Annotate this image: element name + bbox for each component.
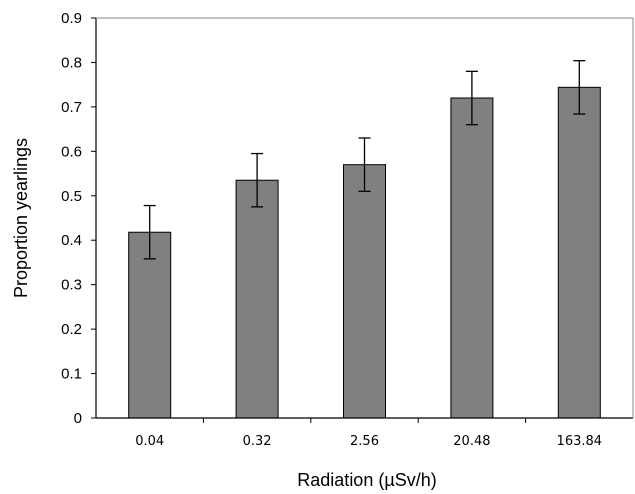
x-tick-label: 0.32 bbox=[243, 434, 272, 449]
bar-0.32 bbox=[235, 179, 279, 419]
error-bars bbox=[143, 60, 586, 260]
bar-0.04 bbox=[128, 231, 172, 419]
y-tick-label: 0.9 bbox=[61, 10, 82, 27]
y-tick-label: 0.8 bbox=[61, 54, 82, 71]
y-axis-title: Proportion yearlings bbox=[11, 138, 31, 298]
bar-2.56 bbox=[343, 164, 386, 419]
x-tick-label: 0.04 bbox=[135, 434, 164, 449]
x-tick-label: 2.56 bbox=[350, 434, 379, 449]
y-tick-label: 0.5 bbox=[61, 188, 82, 205]
x-axis-title: Radiation (µSv/h) bbox=[297, 470, 436, 490]
y-tick-label: 0 bbox=[74, 410, 82, 427]
y-tick-label: 0.3 bbox=[61, 277, 82, 294]
axes bbox=[95, 17, 634, 419]
y-tick-label: 0.4 bbox=[61, 232, 82, 249]
bar-20.48 bbox=[450, 97, 494, 419]
x-tick-label: 163.84 bbox=[557, 434, 603, 449]
y-tick-label: 0.6 bbox=[61, 143, 82, 160]
y-tick-label: 0.2 bbox=[61, 321, 82, 338]
y-tick-label: 0.1 bbox=[61, 366, 82, 383]
x-tick-label: 20.48 bbox=[453, 434, 490, 449]
y-axis-ticks: 0 0.1 0.2 0.3 0.4 0.5 0.6 0.7 0.8 0.9 bbox=[61, 10, 96, 427]
y-tick-label: 0.7 bbox=[61, 99, 82, 116]
error-bar-0.04 bbox=[143, 204, 156, 260]
error-bar-0.32 bbox=[251, 152, 264, 208]
x-axis-ticks: 0.04 0.32 2.56 20.48 163.84 bbox=[135, 418, 602, 449]
error-bar-20.48 bbox=[465, 70, 478, 126]
error-bar-2.56 bbox=[358, 137, 371, 192]
error-bar-163.84 bbox=[573, 60, 586, 115]
bars bbox=[128, 86, 601, 419]
bar-163.84 bbox=[557, 86, 601, 419]
